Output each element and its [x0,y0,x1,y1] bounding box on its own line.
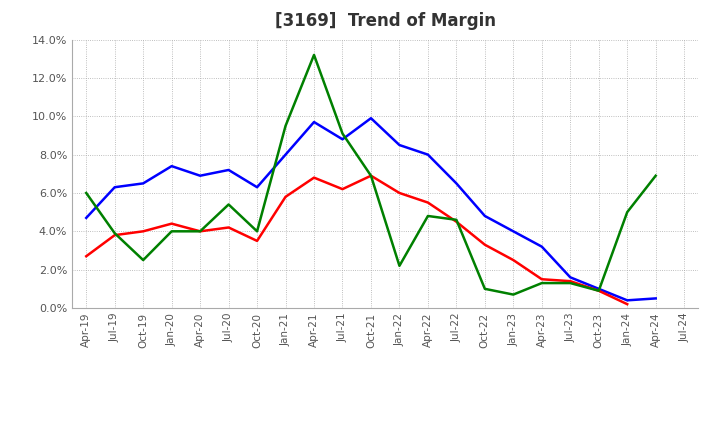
Ordinary Income [595,286,603,291]
Operating Cashflow [139,257,148,263]
Ordinary Income [537,244,546,249]
Operating Cashflow [253,229,261,234]
Operating Cashflow [282,123,290,128]
Line: Ordinary Income: Ordinary Income [86,118,656,301]
Net Income [480,242,489,247]
Operating Cashflow [537,280,546,286]
Operating Cashflow [196,229,204,234]
Net Income [282,194,290,199]
Net Income [139,229,148,234]
Ordinary Income [452,181,461,186]
Net Income [366,173,375,178]
Net Income [338,187,347,192]
Title: [3169]  Trend of Margin: [3169] Trend of Margin [275,12,495,30]
Ordinary Income [423,152,432,157]
Ordinary Income [139,181,148,186]
Operating Cashflow [652,173,660,178]
Operating Cashflow [82,191,91,196]
Net Income [423,200,432,205]
Operating Cashflow [452,217,461,223]
Operating Cashflow [566,280,575,286]
Ordinary Income [652,296,660,301]
Net Income [452,219,461,224]
Operating Cashflow [167,229,176,234]
Net Income [196,229,204,234]
Net Income [537,277,546,282]
Ordinary Income [509,229,518,234]
Ordinary Income [338,137,347,142]
Line: Net Income: Net Income [86,176,627,304]
Operating Cashflow [509,292,518,297]
Ordinary Income [395,143,404,148]
Ordinary Income [196,173,204,178]
Operating Cashflow [338,131,347,136]
Operating Cashflow [423,213,432,219]
Net Income [395,191,404,196]
Ordinary Income [480,213,489,219]
Operating Cashflow [595,288,603,293]
Net Income [82,253,91,259]
Net Income [623,301,631,307]
Net Income [310,175,318,180]
Net Income [167,221,176,226]
Net Income [566,279,575,284]
Net Income [253,238,261,244]
Net Income [110,232,119,238]
Ordinary Income [225,167,233,172]
Ordinary Income [82,215,91,220]
Ordinary Income [253,185,261,190]
Operating Cashflow [480,286,489,291]
Operating Cashflow [366,173,375,178]
Ordinary Income [110,185,119,190]
Operating Cashflow [110,231,119,236]
Ordinary Income [282,152,290,157]
Ordinary Income [310,119,318,125]
Net Income [595,288,603,293]
Ordinary Income [366,116,375,121]
Operating Cashflow [225,202,233,207]
Ordinary Income [566,275,575,280]
Ordinary Income [623,298,631,303]
Line: Operating Cashflow: Operating Cashflow [86,55,656,295]
Net Income [509,257,518,263]
Operating Cashflow [395,263,404,268]
Operating Cashflow [623,209,631,215]
Operating Cashflow [310,52,318,58]
Net Income [225,225,233,230]
Ordinary Income [167,164,176,169]
